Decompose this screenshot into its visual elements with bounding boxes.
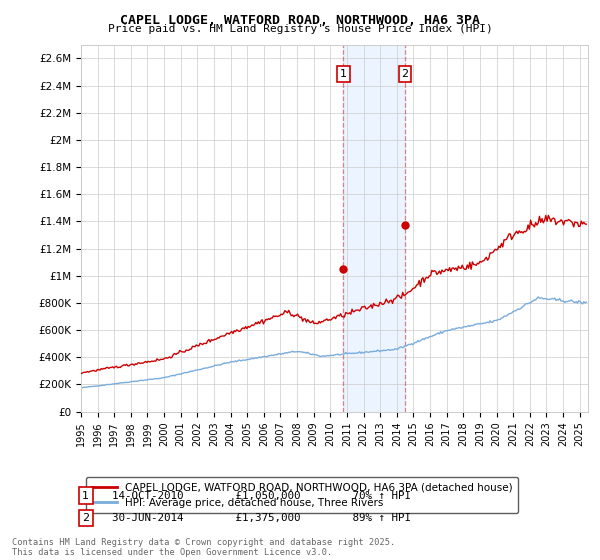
Legend: CAPEL LODGE, WATFORD ROAD, NORTHWOOD, HA6 3PA (detached house), HPI: Average pri: CAPEL LODGE, WATFORD ROAD, NORTHWOOD, HA… [86, 477, 518, 513]
Text: 2: 2 [401, 69, 409, 79]
Text: CAPEL LODGE, WATFORD ROAD, NORTHWOOD, HA6 3PA: CAPEL LODGE, WATFORD ROAD, NORTHWOOD, HA… [120, 14, 480, 27]
Text: 30-JUN-2014        £1,375,000        89% ↑ HPI: 30-JUN-2014 £1,375,000 89% ↑ HPI [99, 513, 411, 523]
Text: 1: 1 [340, 69, 347, 79]
Text: Contains HM Land Registry data © Crown copyright and database right 2025.
This d: Contains HM Land Registry data © Crown c… [12, 538, 395, 557]
Text: 1: 1 [82, 491, 89, 501]
Text: Price paid vs. HM Land Registry's House Price Index (HPI): Price paid vs. HM Land Registry's House … [107, 24, 493, 34]
Text: 2: 2 [82, 513, 89, 523]
Text: 14-OCT-2010        £1,050,000        70% ↑ HPI: 14-OCT-2010 £1,050,000 70% ↑ HPI [99, 491, 411, 501]
Bar [343, 45, 405, 412]
